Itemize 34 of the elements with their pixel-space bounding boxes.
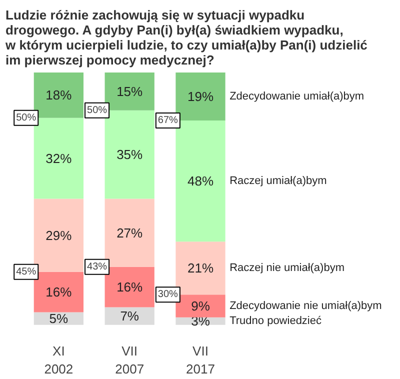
data-label: 29% (46, 228, 72, 243)
annotation: 67% (158, 114, 178, 126)
x-tick-label: VII 2017 (186, 344, 215, 376)
data-label: 16% (46, 284, 72, 300)
annotation: 43% (87, 261, 108, 272)
bar (104, 307, 154, 325)
bar (176, 242, 226, 295)
bar (176, 120, 226, 242)
data-label: 9% (191, 298, 210, 314)
series-label: Raczej nie umiał(a)bym (230, 262, 345, 274)
series-label: Raczej umiał(a)bym (230, 175, 327, 188)
x-tick-label: VII 2007 (115, 344, 144, 376)
bar (176, 72, 226, 120)
annotation: 45% (16, 266, 36, 278)
data-label: 35% (116, 147, 144, 162)
annotation: 30% (158, 289, 178, 300)
series-label: Zdecydowanie nie umiał(a)bym (230, 300, 382, 312)
data-label: 21% (187, 260, 214, 276)
data-label: 7% (120, 308, 140, 324)
annotation: 50% (87, 104, 108, 116)
data-label: 19% (187, 88, 214, 104)
annotation: 50% (16, 112, 36, 124)
series-label: Zdecydowanie umiał(a)bym (230, 90, 364, 102)
data-label: 48% (187, 174, 214, 189)
data-label: 15% (116, 84, 144, 99)
data-label: 18% (46, 88, 72, 103)
data-label: 5% (49, 311, 69, 326)
bar (176, 294, 226, 318)
data-label: 32% (46, 150, 72, 166)
data-label: 27% (116, 225, 144, 240)
x-tick-label: XI 2002 (44, 344, 74, 376)
chart-title: Ludzie różnie zachowują się w sytuacji wypadku drogowego. A gdyby Pan(i) był(a) świadkiem wypadku, w którym ucierpieli ludzie, to czy umiał(a)by Pan(i) udzielić im pierwszej pomocy medycznej? (4, 8, 368, 68)
series-label: Trudno powiedzieć (230, 315, 322, 328)
data-label: 16% (116, 280, 144, 295)
